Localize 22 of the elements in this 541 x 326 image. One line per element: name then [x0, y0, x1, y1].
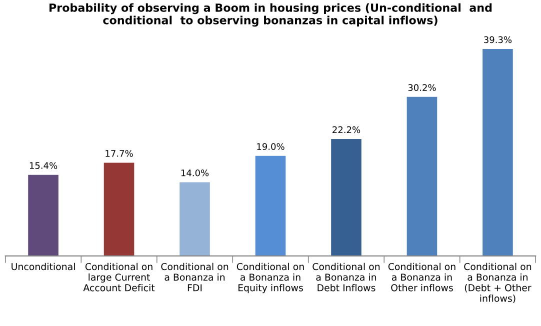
data-label: 22.2%	[332, 126, 360, 134]
bar	[482, 49, 513, 256]
x-tick-label: Conditional on a Bonanza in Debt Inflows	[312, 262, 380, 292]
data-label: 19.0%	[257, 143, 284, 150]
data-label: 39.3%	[484, 36, 512, 44]
bar	[28, 174, 58, 256]
data-label: 17.7%	[106, 150, 133, 157]
chart-title: Probability of observing a Boom in housing prices (Un-conditional and conditional to observing bonanzas in capital inflows)	[50, 3, 492, 27]
bar	[180, 182, 210, 256]
x-tick-label: Conditional on large Current Account Deficit	[83, 262, 155, 292]
data-label: 15.4%	[30, 162, 58, 169]
x-tick-label: Conditional on a Bonanza in FDI	[161, 262, 228, 292]
bar	[255, 156, 286, 256]
bar	[104, 162, 134, 256]
x-tick-label: Unconditional	[12, 262, 75, 270]
data-label: 30.2%	[408, 84, 436, 92]
x-tick-label: Conditional on a Bonanza in Other inflows	[388, 262, 456, 292]
bar	[331, 139, 362, 256]
data-label: 14.0%	[181, 169, 209, 176]
x-tick-label: Conditional on a Bonanza in Equity inflows	[236, 262, 304, 294]
x-tick-label: Conditional on a Bonanza in (Debt + Other inflows)	[464, 262, 532, 304]
bar	[406, 96, 438, 256]
